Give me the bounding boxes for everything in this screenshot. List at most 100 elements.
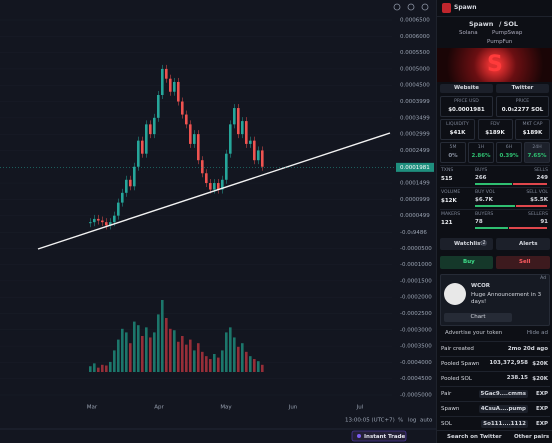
scale-option[interactable]: %	[398, 418, 403, 424]
price-tick-label: 0.0005000	[400, 66, 430, 72]
info-value: 238.15	[506, 375, 528, 381]
stat-right-label: SELL VOL	[526, 190, 548, 195]
price-tick-label: 0.0003499	[400, 115, 430, 121]
stat-label: MAKERS	[441, 212, 461, 217]
timestamp: 13:00:05 (UTC+7)	[345, 418, 395, 424]
stat-right-label: SELLS	[534, 168, 548, 173]
sell-button[interactable]	[496, 256, 550, 269]
stat-left-value: $6.7K	[475, 197, 493, 203]
volume-bar	[173, 330, 176, 372]
price-tick-label: -0.0005000	[400, 393, 432, 399]
stat-left-label: BUYS	[475, 168, 488, 173]
change-box[interactable]	[496, 142, 522, 163]
change-box[interactable]	[440, 142, 466, 163]
volume-bar	[141, 336, 144, 372]
price-label: PRICE	[515, 99, 530, 104]
ad-chart-button[interactable]: Chart	[444, 313, 512, 322]
scale-option[interactable]: auto	[420, 418, 433, 424]
change-box[interactable]	[468, 142, 494, 163]
volume-bar	[233, 337, 236, 372]
instant-trade-label[interactable]: Instant Trade	[364, 434, 406, 440]
footer-link[interactable]: Search on Twitter	[447, 434, 502, 440]
price-tick-label: 0.0002499	[400, 148, 430, 154]
time-tick-label: Mar	[87, 405, 98, 411]
info-label: Pair created	[441, 346, 474, 352]
volume-bar	[229, 327, 232, 372]
instant-trade-button[interactable]	[351, 430, 407, 442]
hide-ad[interactable]: Hide ad	[526, 330, 548, 336]
scale-option[interactable]: log	[408, 418, 416, 424]
header-title: Spawn	[454, 4, 477, 11]
current-price-label: 0.0001981	[400, 165, 430, 171]
stat-value: 515	[441, 176, 453, 182]
time-tick-label: Jun	[288, 405, 298, 411]
candle-body	[101, 220, 104, 223]
info-value: 103,372,958	[489, 360, 528, 366]
price-tick-label: -0.0002000	[400, 295, 432, 301]
price-value: $0.0001981	[448, 107, 485, 113]
volume-bar	[181, 336, 184, 372]
buy-button[interactable]	[440, 256, 493, 269]
info-extra: $20K	[532, 376, 548, 382]
info-value[interactable]: 4CsuA....pump	[478, 405, 528, 413]
metric-value: $189K	[485, 130, 505, 136]
candle-body	[197, 134, 200, 161]
link-button[interactable]: Twitter	[496, 84, 549, 93]
metric-value: $189K	[522, 130, 543, 136]
instant-trade-icon	[357, 434, 361, 438]
change-value: 0.39%	[499, 153, 519, 159]
candle-body	[133, 166, 136, 187]
volume-bar	[209, 359, 212, 372]
volume-bar	[197, 343, 200, 372]
metric-label: LIQUIDITY	[446, 122, 469, 127]
toolbar-icon[interactable]	[421, 3, 429, 11]
info-divider	[440, 416, 550, 417]
advertise-link[interactable]: Advertise your token	[445, 330, 503, 336]
link-button[interactable]: Website	[440, 84, 493, 93]
volume-bar	[121, 328, 124, 372]
candle-body	[225, 153, 228, 180]
footer-link[interactable]: Other pairs	[514, 434, 550, 440]
stat-right-label: SELLERS	[528, 212, 548, 217]
candle-body	[113, 215, 116, 223]
volume-bar	[185, 344, 188, 372]
price-tick-label: 0.0001499	[400, 181, 430, 187]
candle-body	[253, 140, 256, 161]
metric-box	[440, 119, 475, 140]
volume-bar	[125, 332, 128, 372]
info-value[interactable]: So111....1112	[481, 420, 528, 428]
price-tick-label: 0.0000999	[400, 197, 430, 203]
alerts-button[interactable]	[496, 238, 550, 250]
candle-body	[249, 140, 252, 144]
candle-body	[245, 121, 248, 144]
price-tick-label: 0.0000499	[400, 213, 430, 219]
info-divider	[440, 386, 550, 387]
pair-name: Spawn	[469, 20, 494, 28]
volume-bar	[97, 367, 100, 372]
volume-bar	[93, 363, 96, 372]
volume-bar	[109, 361, 112, 372]
sell-label: Sell	[519, 259, 531, 265]
price-tick-label: 0.0006500	[400, 18, 430, 24]
candle-body	[125, 179, 128, 193]
candle-body	[141, 140, 144, 154]
change-value: 0%	[448, 153, 458, 159]
volume-bar	[221, 350, 224, 372]
info-extra: EXP	[535, 406, 548, 412]
candle-body	[117, 202, 120, 216]
toolbar-icon[interactable]	[393, 3, 401, 11]
info-divider	[440, 341, 550, 342]
current-price-box	[396, 162, 434, 172]
info-value[interactable]: 5Gac9....cmms	[478, 390, 528, 398]
buy-label: Buy	[463, 259, 475, 265]
price-tick-label: 0.0004500	[400, 83, 430, 89]
volume-bar	[117, 339, 120, 372]
price-box	[496, 96, 549, 117]
watchlist-button[interactable]	[440, 238, 493, 250]
change-value: 7.65%	[527, 153, 547, 159]
buy-ratio-bar	[475, 205, 515, 207]
price-value: 0.0₅2277 SOL	[501, 107, 544, 113]
toolbar-icon[interactable]	[407, 3, 415, 11]
change-box[interactable]	[524, 142, 550, 163]
